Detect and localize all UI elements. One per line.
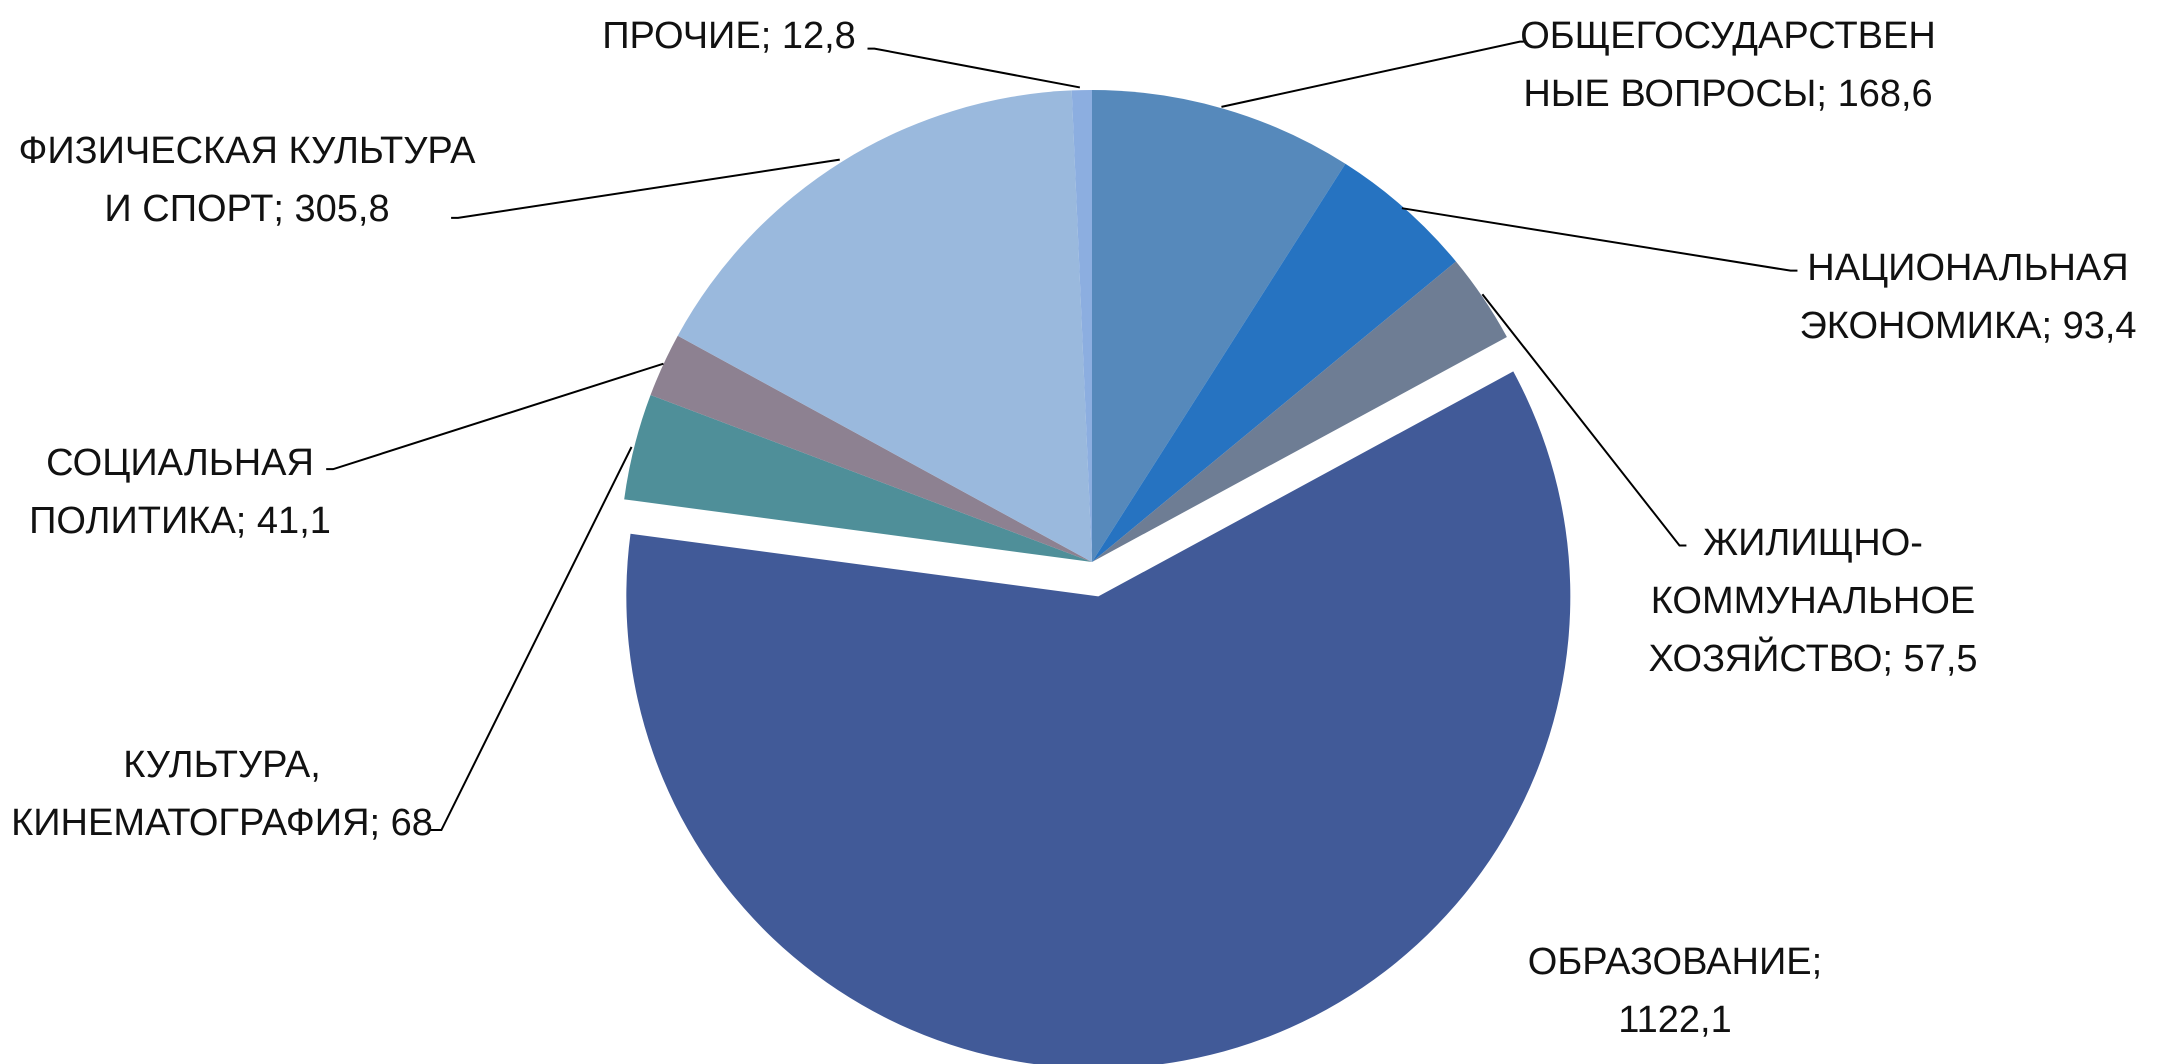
value-label: 57,5 [1903, 638, 1978, 680]
leader-line [1401, 207, 1798, 272]
category-label: ЖИЛИЩНО-КОММУНАЛЬНОЕ ХОЗЯЙСТВО; [1648, 522, 1976, 680]
data-label: ОБРАЗОВАНИЕ; 1122,1 [1505, 933, 1845, 1049]
leader-line [867, 47, 1081, 89]
pie-slice [1092, 261, 1507, 562]
category-label: ПРОЧИЕ; [602, 15, 772, 57]
pie-slice [650, 335, 1092, 562]
leader-line [1481, 293, 1687, 547]
value-label: 93,4 [2062, 305, 2137, 347]
pie-slice [626, 371, 1571, 1064]
data-label: НАЦИОНАЛЬНАЯ ЭКОНОМИКА; 93,4 [1768, 239, 2168, 355]
pie-slice [1092, 163, 1456, 562]
leader-line [430, 446, 633, 832]
data-label: СОЦИАЛЬНАЯ ПОЛИТИКА; 41,1 [0, 434, 360, 550]
category-label: ОБРАЗОВАНИЕ; [1527, 941, 1823, 983]
data-label: ПРОЧИЕ; 12,8 [519, 7, 939, 65]
data-label: ОБЩЕГОСУДАРСТВЕННЫЕ ВОПРОСЫ; 168,6 [1518, 7, 1938, 123]
value-label: 168,6 [1837, 73, 1933, 115]
data-label: ФИЗИЧЕСКАЯ КУЛЬТУРА И СПОРТ; 305,8 [17, 122, 477, 238]
data-label: КУЛЬТУРА, КИНЕМАТОГРАФИЯ; 68 [2, 736, 442, 852]
value-label: 12,8 [781, 15, 856, 57]
category-label: НАЦИОНАЛЬНАЯ ЭКОНОМИКА; [1799, 247, 2129, 347]
pie-slice [1071, 90, 1092, 562]
category-label: ОБЩЕГОСУДАРСТВЕННЫЕ ВОПРОСЫ; [1520, 15, 1936, 115]
category-label: ФИЗИЧЕСКАЯ КУЛЬТУРА И СПОРТ; [18, 130, 476, 230]
pie-slice [624, 394, 1092, 562]
leader-line [1221, 40, 1527, 108]
category-label: КУЛЬТУРА, КИНЕМАТОГРАФИЯ; [11, 744, 381, 844]
value-label: 68 [390, 802, 433, 844]
leader-line [326, 362, 664, 471]
leader-line [451, 158, 840, 219]
pie-slice [677, 90, 1092, 563]
value-label: 41,1 [256, 500, 331, 542]
value-label: 305,8 [294, 188, 390, 230]
value-label: 1122,1 [1618, 999, 1732, 1041]
category-label: СОЦИАЛЬНАЯ ПОЛИТИКА; [29, 442, 314, 542]
data-label: ЖИЛИЩНО-КОММУНАЛЬНОЕ ХОЗЯЙСТВО; 57,5 [1613, 514, 2013, 688]
pie-slice [1092, 90, 1346, 562]
